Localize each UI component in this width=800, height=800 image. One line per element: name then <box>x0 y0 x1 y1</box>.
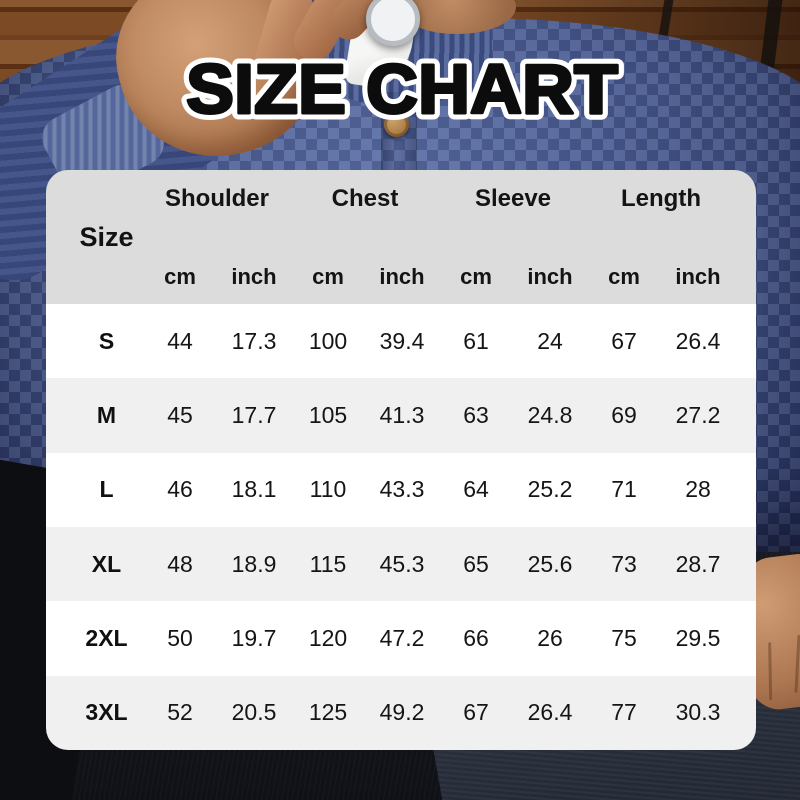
table-row-m: M 45 17.7 105 41.3 63 24.8 69 27.2 <box>46 378 756 453</box>
measurement-group-row: Shoulder Chest Sleeve Length <box>143 185 735 213</box>
measurement-cell: 28.7 <box>675 550 721 577</box>
table-header: Size Shoulder Chest Sleeve Length cm inc… <box>46 170 756 304</box>
measurement-cell: 115 <box>309 550 347 577</box>
table-row-2xl: 2XL 50 19.7 120 47.2 66 26 75 29.5 <box>46 601 756 676</box>
measurement-cell: 46 <box>167 476 193 503</box>
measurement-cell: 110 <box>309 476 347 503</box>
measurement-cell: 25.6 <box>527 550 573 577</box>
measurement-cell: 65 <box>463 550 489 577</box>
measurement-cell: 47.2 <box>379 624 425 651</box>
column-header-sleeve: Sleeve <box>474 185 552 212</box>
measurement-cell: 30.3 <box>675 699 721 726</box>
table-row-s: S 44 17.3 100 39.4 61 24 67 26.4 <box>46 304 756 379</box>
measurement-cell: 75 <box>611 624 637 651</box>
unit-label: cm <box>608 264 640 289</box>
measurement-cell: 63 <box>463 401 489 428</box>
measurement-cell: 49.2 <box>379 699 425 726</box>
size-row-label: S <box>98 327 115 354</box>
unit-label: cm <box>460 264 492 289</box>
measurement-cell: 66 <box>463 624 489 651</box>
size-row-label: 3XL <box>85 699 128 726</box>
size-row-label: 2XL <box>85 624 128 651</box>
measurement-cell: 45.3 <box>379 550 425 577</box>
measurement-cell: 71 <box>611 476 637 503</box>
measurement-cell: 28 <box>685 476 711 503</box>
measurement-cell: 17.7 <box>231 401 277 428</box>
size-chart-table: Size Shoulder Chest Sleeve Length cm inc… <box>46 170 756 750</box>
unit-label: inch <box>675 264 721 289</box>
measurement-cell: 43.3 <box>379 476 425 503</box>
measurement-cell: 18.9 <box>231 550 277 577</box>
measurement-cell: 125 <box>308 699 348 726</box>
measurement-cell: 24 <box>537 327 563 354</box>
measurement-cell: 67 <box>463 699 489 726</box>
measurement-cell: 45 <box>167 401 193 428</box>
unit-label: inch <box>527 264 573 289</box>
measurement-cell: 24.8 <box>527 401 573 428</box>
measurement-cell: 77 <box>611 699 637 726</box>
size-row-label: XL <box>91 550 122 577</box>
measurement-cell: 26.4 <box>527 699 573 726</box>
measurement-cell: 120 <box>308 624 348 651</box>
measurement-cell: 25.2 <box>527 476 573 503</box>
measurement-headers: Shoulder Chest Sleeve Length cm inch cm … <box>143 170 756 304</box>
unit-label: cm <box>164 264 196 289</box>
column-header-shoulder: Shoulder <box>164 185 269 212</box>
column-header-chest: Chest <box>331 185 399 212</box>
measurement-cell: 100 <box>308 327 348 354</box>
title-banner: SIZE CHART SIZE CHART <box>180 44 625 135</box>
size-column-header: Size <box>79 221 134 252</box>
measurement-cell: 41.3 <box>379 401 425 428</box>
measurement-cell: 27.2 <box>675 401 721 428</box>
measurement-cell: 18.1 <box>231 476 277 503</box>
wrist-watch <box>366 0 420 46</box>
wooden-button <box>384 112 409 137</box>
measurement-cell: 26.4 <box>675 327 721 354</box>
page-title-outline: SIZE CHART <box>186 50 618 128</box>
measurement-cell: 105 <box>308 401 348 428</box>
measurement-cell: 73 <box>611 550 637 577</box>
table-body: S 44 17.3 100 39.4 61 24 67 26.4 M 45 17… <box>46 304 756 750</box>
unit-label: cm <box>312 264 344 289</box>
measurement-cell: 29.5 <box>675 624 721 651</box>
measurement-cell: 50 <box>167 624 193 651</box>
measurement-cell: 67 <box>611 327 637 354</box>
table-row-l: L 46 18.1 110 43.3 64 25.2 71 28 <box>46 452 756 527</box>
measurement-cell: 26 <box>537 624 563 651</box>
table-row-3xl: 3XL 52 20.5 125 49.2 67 26.4 77 30.3 <box>46 675 756 750</box>
unit-label: inch <box>231 264 277 289</box>
measurement-cell: 44 <box>167 327 193 354</box>
size-row-label: L <box>99 476 114 503</box>
measurement-cell: 61 <box>463 327 489 354</box>
finger-crease <box>768 642 773 701</box>
page-title: SIZE CHART <box>186 50 618 128</box>
size-row-label: M <box>96 401 117 428</box>
measurement-cell: 69 <box>611 401 637 428</box>
measurement-cell: 52 <box>167 699 193 726</box>
unit-row: cm inch cm inch cm inch cm inch <box>143 264 735 290</box>
measurement-cell: 17.3 <box>231 327 277 354</box>
measurement-cell: 64 <box>463 476 489 503</box>
column-header-length: Length <box>621 185 701 212</box>
unit-label: inch <box>379 264 425 289</box>
measurement-cell: 39.4 <box>379 327 425 354</box>
measurement-cell: 20.5 <box>231 699 277 726</box>
measurement-cell: 48 <box>167 550 193 577</box>
table-row-xl: XL 48 18.9 115 45.3 65 25.6 73 28.7 <box>46 526 756 602</box>
finger-crease <box>794 634 800 693</box>
measurement-cell: 19.7 <box>231 624 277 651</box>
